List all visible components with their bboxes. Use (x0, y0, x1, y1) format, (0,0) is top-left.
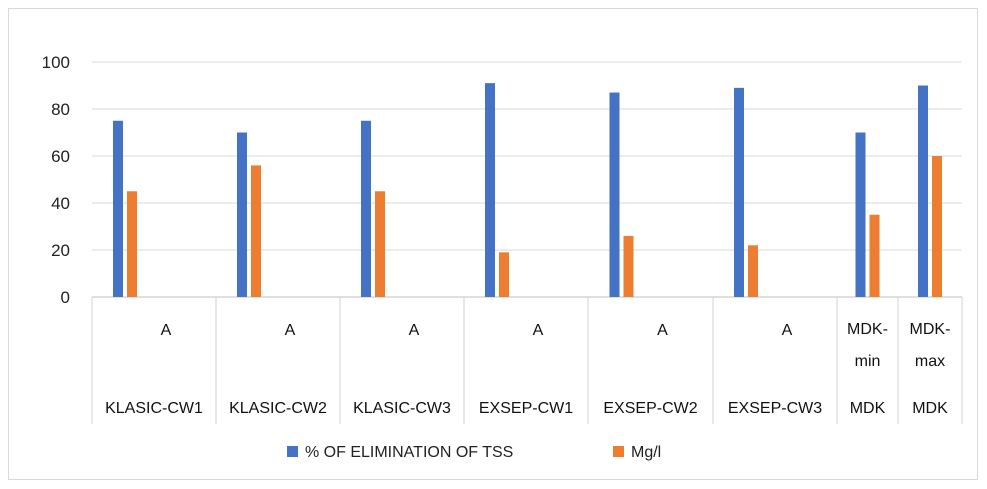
bar-tss-elimination (113, 120, 123, 297)
bar-mg-per-l (251, 165, 261, 297)
legend-label-tss-elimination: % OF ELIMINATION OF TSS (305, 444, 513, 461)
legend-label-mg-per-l: Mg/l (631, 444, 661, 461)
y-tick-label: 80 (51, 100, 70, 119)
category-bottom-label: KLASIC-CW1 (105, 400, 203, 417)
category-top-label: A (533, 322, 544, 339)
y-tick-label: 0 (61, 288, 70, 307)
bar-mg-per-l (499, 252, 509, 297)
category-top-label-continued: max (915, 353, 945, 370)
category-top-label: A (409, 322, 420, 339)
category-bottom-label: MDK (850, 400, 886, 417)
bar-tss-elimination (918, 85, 928, 297)
category-bottom-label: EXSEP-CW1 (479, 400, 573, 417)
bar-mg-per-l (127, 191, 137, 297)
bar-tss-elimination (855, 132, 866, 297)
category-top-label: A (285, 322, 296, 339)
category-top-label-continued: min (855, 353, 881, 370)
legend-swatch-mg-per-l (613, 446, 624, 457)
legend-swatch-tss-elimination (287, 446, 298, 457)
category-bottom-label: KLASIC-CW3 (353, 400, 451, 417)
category-bottom-label: KLASIC-CW2 (229, 400, 327, 417)
category-top-label: MDK- (910, 321, 951, 338)
category-bottom-label: MDK (912, 400, 948, 417)
bar-mg-per-l (375, 191, 385, 297)
y-tick-label: 40 (51, 194, 70, 213)
bar-mg-per-l (932, 156, 942, 297)
bar-tss-elimination (734, 87, 744, 297)
bar-tss-elimination (237, 132, 247, 297)
y-tick-label: 100 (42, 53, 70, 72)
category-top-label: MDK- (847, 321, 888, 338)
y-tick-label: 60 (51, 147, 70, 166)
category-bottom-label: EXSEP-CW2 (603, 400, 697, 417)
bar-mg-per-l (623, 235, 634, 297)
category-top-label: A (161, 322, 172, 339)
category-top-label: A (782, 322, 793, 339)
y-tick-label: 20 (51, 241, 70, 260)
bar-tss-elimination (361, 120, 371, 297)
bar-tss-elimination (609, 92, 620, 297)
bar-tss-elimination (485, 83, 495, 298)
bar-mg-per-l (869, 214, 880, 297)
category-bottom-label: EXSEP-CW3 (728, 400, 822, 417)
category-top-label: A (657, 322, 668, 339)
bar-mg-per-l (748, 245, 758, 297)
